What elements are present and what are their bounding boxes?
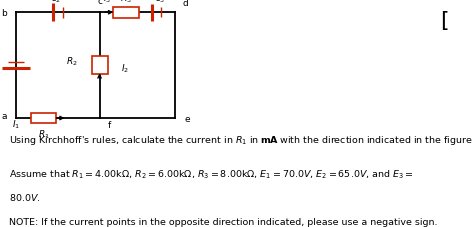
Text: f: f (108, 121, 111, 130)
Text: [: [ (440, 10, 448, 30)
Bar (31, 113, 56, 124)
Text: $R_3$: $R_3$ (120, 0, 132, 5)
Text: c: c (97, 0, 102, 6)
Text: 6a: 6a (0, 0, 5, 1)
Bar (91, 57, 108, 75)
Text: $I_3$: $I_3$ (103, 0, 111, 5)
Text: Assume that $R_1 = 4.00$k$\Omega$, $R_2 = 6.00$k$\Omega$, $R_3 = 8.00$k$\Omega$,: Assume that $R_1 = 4.00$k$\Omega$, $R_2 … (9, 168, 414, 180)
Text: $80.0V$.: $80.0V$. (9, 191, 41, 202)
Bar (113, 8, 139, 18)
Text: $\varepsilon_3$: $\varepsilon_3$ (155, 0, 165, 5)
Text: Using Kirchhoff's rules, calculate the current in $R_1$ in $\mathbf{m}\!\mathbf{: Using Kirchhoff's rules, calculate the c… (9, 133, 474, 146)
Text: $R_1$: $R_1$ (37, 128, 49, 141)
Text: b: b (1, 9, 7, 18)
Text: e: e (184, 114, 190, 123)
Text: a: a (1, 111, 7, 120)
Text: d: d (182, 0, 188, 8)
Text: NOTE: If the current points in the opposite direction indicated, please use a ne: NOTE: If the current points in the oppos… (9, 217, 438, 226)
Text: $\varepsilon_2$: $\varepsilon_2$ (51, 0, 61, 5)
Text: $I_2$: $I_2$ (121, 62, 129, 75)
Text: $R_2$: $R_2$ (66, 56, 77, 68)
Text: $I_1$: $I_1$ (11, 118, 20, 130)
